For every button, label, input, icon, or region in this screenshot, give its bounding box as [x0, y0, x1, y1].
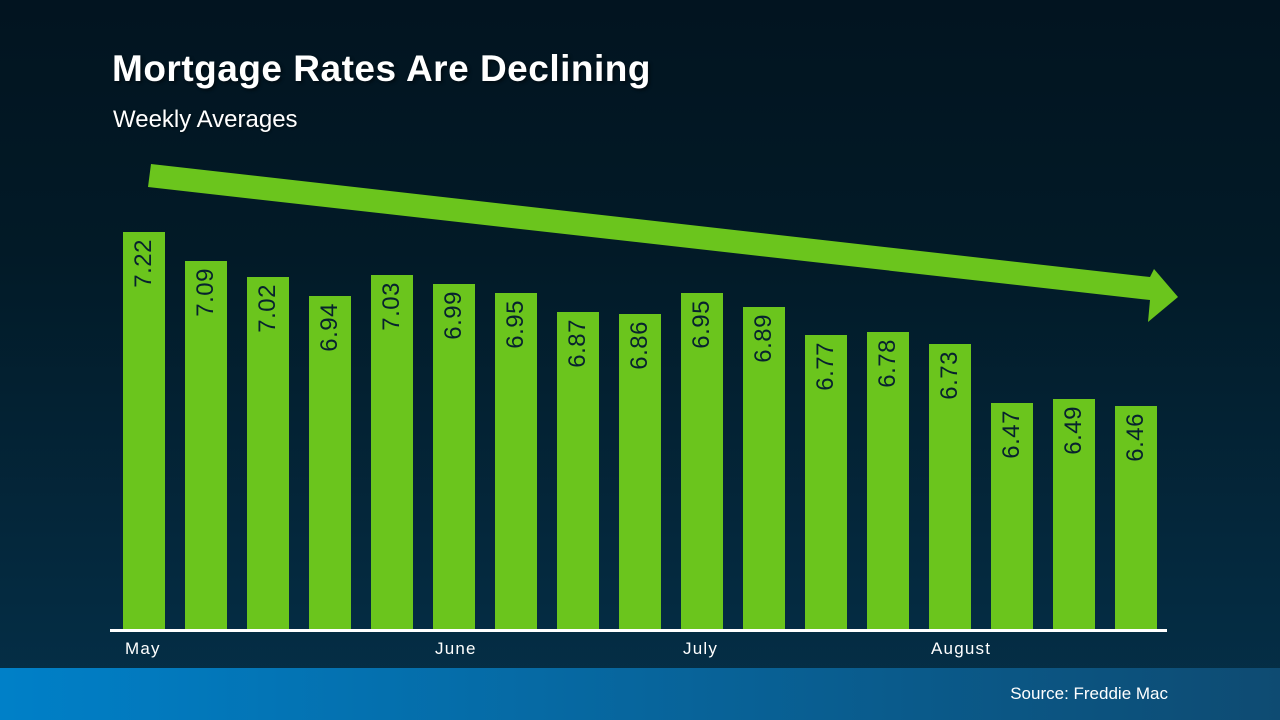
- x-axis-label-july: July: [683, 639, 719, 658]
- bar-value-label: 6.89: [750, 314, 777, 363]
- x-axis-label-august: August: [931, 639, 992, 658]
- bar-value-label: 6.94: [316, 303, 343, 352]
- bar-value-label: 6.73: [936, 351, 963, 400]
- bar-value-label: 7.09: [192, 268, 219, 317]
- x-axis-label-june: June: [435, 639, 477, 658]
- bar: 6.77: [805, 335, 847, 630]
- bar: 6.99: [433, 284, 475, 630]
- bar: 7.03: [371, 275, 413, 630]
- bar-value-label: 6.99: [440, 291, 467, 340]
- source-attribution: Source: Freddie Mac: [1010, 684, 1168, 703]
- bar: 6.46: [1115, 406, 1157, 630]
- x-axis-line: [110, 629, 1167, 632]
- bar: 6.89: [743, 307, 785, 630]
- bar: 6.95: [681, 293, 723, 630]
- bar-value-label: 6.78: [874, 339, 901, 388]
- bar: 6.94: [309, 296, 351, 630]
- bar-chart: 7.22 7.09 7.02 6.94 7.03 6.99 6.95 6.87 6.86 6.95…: [123, 232, 1157, 630]
- bar-value-label: 7.22: [130, 239, 157, 288]
- bar-value-label: 7.02: [254, 284, 281, 333]
- bar: 6.49: [1053, 399, 1095, 630]
- bar: 7.22: [123, 232, 165, 630]
- bar: 7.02: [247, 277, 289, 630]
- bar-value-label: 6.49: [1060, 406, 1087, 455]
- bar: 6.78: [867, 332, 909, 630]
- page-title: Mortgage Rates Are Declining: [112, 48, 651, 89]
- bar-value-label: 6.95: [688, 300, 715, 349]
- page-subtitle: Weekly Averages: [113, 106, 298, 133]
- bar-value-label: 6.77: [812, 342, 839, 391]
- bar-value-label: 7.03: [378, 282, 405, 331]
- bar: 6.86: [619, 314, 661, 630]
- bar-value-label: 6.87: [564, 319, 591, 368]
- bar-value-label: 6.46: [1122, 413, 1149, 462]
- bar-value-label: 6.86: [626, 321, 653, 370]
- bar: 6.73: [929, 344, 971, 630]
- bar-value-label: 6.95: [502, 300, 529, 349]
- bar: 6.47: [991, 403, 1033, 630]
- footer-bar: [0, 668, 1280, 720]
- bar: 7.09: [185, 261, 227, 630]
- bar: 6.95: [495, 293, 537, 630]
- bar-value-label: 6.47: [998, 410, 1025, 459]
- bar: 6.87: [557, 312, 599, 630]
- x-axis-label-may: May: [125, 639, 161, 658]
